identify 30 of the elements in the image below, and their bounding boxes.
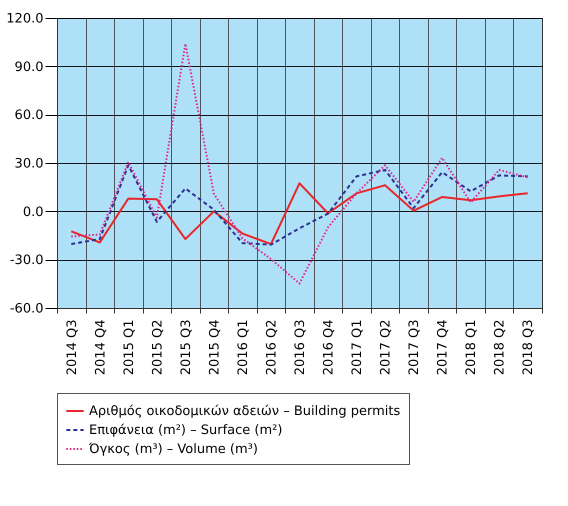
x-tick-label: 2017 Q4 <box>436 320 451 376</box>
y-tick-label: -30.0 <box>10 253 44 268</box>
y-tick-label: 30.0 <box>14 156 44 172</box>
x-tick-label: 2015 Q3 <box>178 320 194 376</box>
x-tick-label: 2017 Q1 <box>350 320 366 376</box>
y-tick-label: 90.0 <box>14 60 44 75</box>
legend-label: Αριθμός οικοδομικών αδειών – Building permits <box>89 404 400 419</box>
line-series <box>70 182 529 246</box>
y-tick-label: 0.0 <box>22 204 44 220</box>
legend-label: Όγκος (m³) – Volume (m³) <box>88 442 258 457</box>
x-tick-label: 2016 Q4 <box>322 320 337 376</box>
x-tick-label: 2015 Q4 <box>207 320 222 376</box>
legend-label: Επιφάνεια (m²) – Surface (m²) <box>89 423 282 438</box>
x-tick-label: 2015 Q2 <box>150 320 166 376</box>
x-tick-label: 2016 Q1 <box>236 320 251 376</box>
x-tick-label: 2017 Q3 <box>407 320 422 376</box>
x-tick-label: 2017 Q2 <box>378 320 394 376</box>
x-tick-label: 2018 Q1 <box>464 320 480 376</box>
x-tick-label: 2018 Q3 <box>521 320 536 376</box>
y-tick-label: -60.0 <box>10 302 44 316</box>
line-series <box>70 42 529 285</box>
y-tick-label: 120.0 <box>6 12 44 26</box>
x-tick-label: 2016 Q3 <box>293 320 308 376</box>
x-tick-label: 2018 Q2 <box>492 320 508 376</box>
x-tick-label: 2016 Q2 <box>264 320 280 376</box>
y-tick-label: 60.0 <box>14 108 44 124</box>
x-tick-label: 2015 Q1 <box>122 320 137 376</box>
line-series <box>70 164 529 246</box>
x-tick-label: 2014 Q4 <box>93 320 108 376</box>
x-tick-label: 2014 Q3 <box>64 320 80 376</box>
